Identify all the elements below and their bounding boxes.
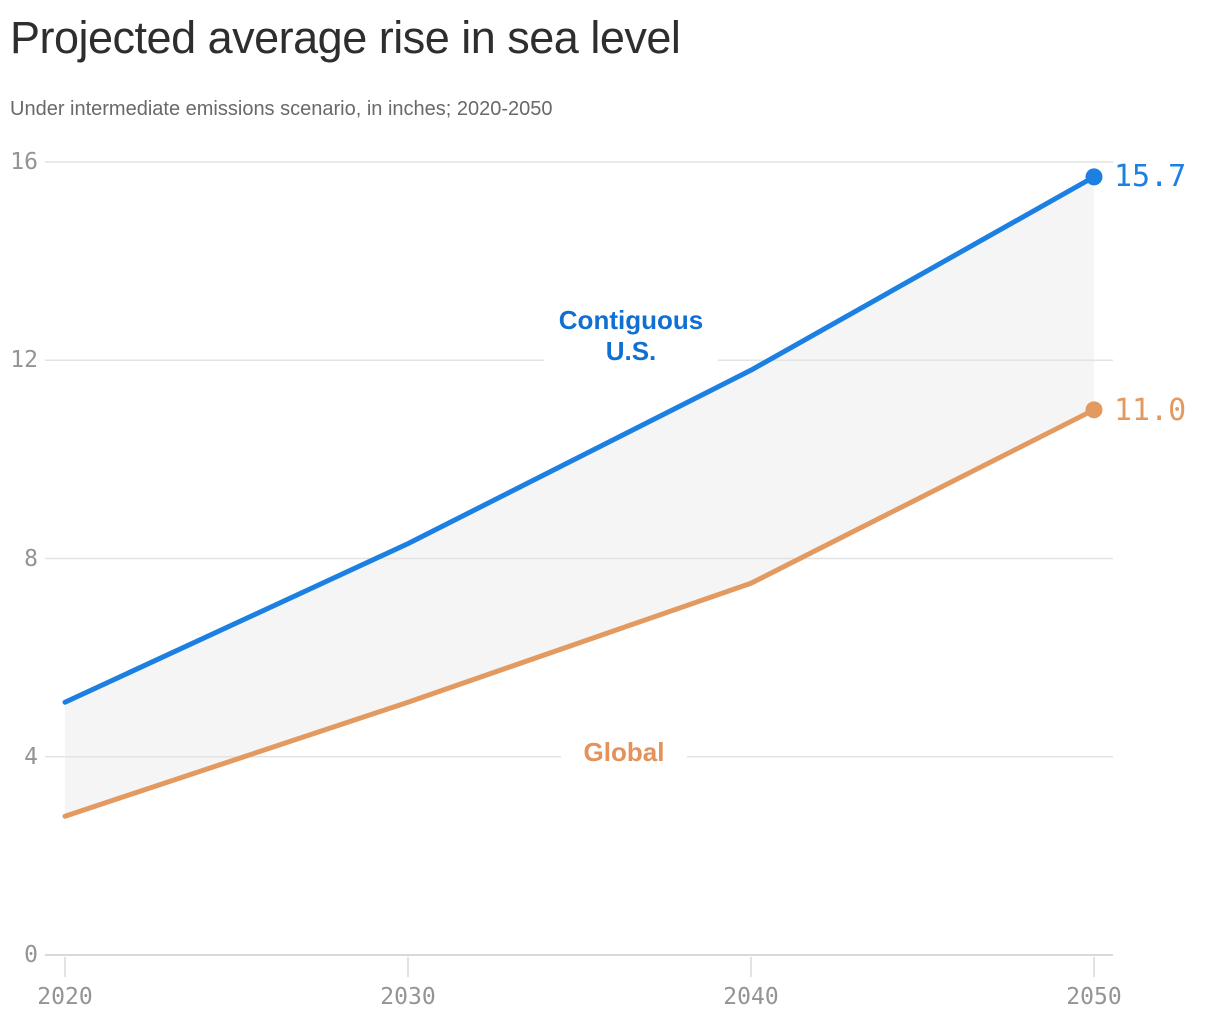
series-line-1: [62, 407, 1097, 819]
y-tick-label: 0: [24, 942, 38, 968]
end-value-label-contiguous-us: 15.7: [1114, 159, 1187, 194]
chart-subtitle: Under intermediate emissions scenario, i…: [10, 98, 553, 120]
y-tick-label: 8: [24, 545, 38, 572]
series-line-0: [62, 174, 1097, 705]
chart-title: Projected average rise in sea level: [10, 12, 681, 63]
x-tick-label: 2050: [1066, 984, 1122, 1010]
end-value-label-global: 11.0: [1114, 393, 1187, 428]
y-tick-label: 12: [10, 347, 38, 374]
x-tick-label: 2020: [37, 984, 93, 1010]
series-end-dot-0: [1085, 168, 1103, 186]
series-label-contiguous-us: Contiguous U.S.: [544, 304, 718, 368]
x-tick-label: 2030: [380, 984, 436, 1010]
band-fill-between-series: [65, 176, 1094, 817]
series-label-global: Global: [561, 736, 687, 769]
y-tick-label: 16: [10, 149, 38, 175]
x-tick-label: 2040: [723, 984, 779, 1010]
y-tick-label: 4: [24, 743, 38, 770]
series-end-dot-1: [1085, 401, 1103, 419]
